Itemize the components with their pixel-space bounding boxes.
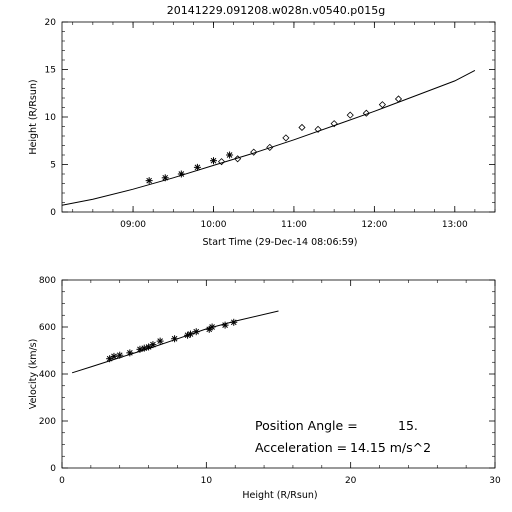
top-diamond-point: [217, 158, 226, 166]
top-diamond-point: [314, 125, 322, 133]
chart-title: 20141229.091208.w028n.v0540.p015g: [167, 4, 385, 17]
bottom-star-point: [186, 330, 194, 338]
top-star-point: [177, 170, 185, 178]
bottom-star-point: [192, 328, 200, 336]
bottom-x-axis-label: Height (R/Rsun): [242, 490, 317, 501]
top-x-tick-label: 10:00: [201, 220, 227, 230]
top-diamond-point: [346, 111, 354, 119]
top-y-tick-label: 10: [45, 113, 57, 123]
top-star-point: [226, 151, 234, 159]
top-diamond-point: [234, 155, 242, 163]
top-x-tick-label: 09:00: [120, 220, 146, 230]
top-x-tick-label: 13:00: [442, 220, 468, 230]
top-star-point: [193, 163, 201, 171]
top-x-ticks: 09:00 10:00 11:00 12:00 13:00: [72, 22, 496, 230]
top-diamond-point: [330, 120, 338, 128]
top-diamond-point: [282, 134, 290, 142]
bottom-y-tick-label: 600: [39, 323, 56, 333]
top-diamond-point: [378, 101, 386, 109]
top-star-point: [145, 177, 153, 185]
bottom-y-tick-label: 800: [39, 276, 56, 286]
bottom-star-point: [110, 352, 118, 360]
position-angle-value: 15.: [398, 418, 418, 433]
bottom-y-tick-label: 400: [39, 370, 56, 380]
bottom-x-tick-label: 0: [59, 476, 65, 486]
top-y-tick-label: 0: [50, 208, 56, 218]
bottom-star-point: [230, 318, 238, 326]
bottom-x-tick-label: 10: [201, 476, 213, 486]
bottom-star-point: [116, 351, 124, 359]
top-diamond-point: [362, 109, 370, 117]
top-diamond-point: [298, 123, 306, 132]
bottom-star-point: [221, 321, 229, 329]
velocity-height-chart: 0 10 20 30 0 200 400 600 800 Height (R/Rsun) Ve…: [28, 276, 501, 501]
height-time-chart: 20141229.091208.w028n.v0540.p015g 09:00 1…: [28, 4, 496, 248]
bottom-star-point: [156, 337, 164, 345]
bottom-y-axis-label: Velocity (km/s): [28, 339, 39, 410]
bottom-x-ticks: 0 10 20 30: [59, 280, 501, 486]
top-y-tick-label: 5: [50, 161, 56, 171]
top-y-tick-label: 20: [45, 18, 57, 28]
bottom-star-point: [149, 341, 157, 349]
bottom-y-ticks: 0 200 400 600 800: [39, 276, 495, 474]
bottom-x-tick-label: 30: [489, 476, 501, 486]
bottom-data-points: [106, 318, 238, 363]
top-diamond-point: [394, 95, 403, 103]
acceleration-label: Acceleration =: [255, 440, 347, 455]
top-star-point: [161, 174, 169, 182]
top-y-ticks: 0 5 10 15 20: [45, 18, 495, 218]
top-fit-line: [61, 69, 476, 206]
bottom-star-point: [171, 335, 179, 343]
bottom-y-tick-label: 0: [50, 464, 56, 474]
bottom-star-point: [126, 349, 134, 357]
top-y-tick-label: 15: [45, 66, 56, 76]
top-diamond-point: [250, 148, 258, 156]
bottom-x-tick-label: 20: [345, 476, 357, 486]
bottom-star-point: [145, 343, 153, 351]
acceleration-value: 14.15 m/s^2: [350, 440, 431, 455]
top-x-axis-label: Start Time (29-Dec-14 08:06:59): [202, 237, 357, 248]
bottom-star-point: [208, 323, 216, 331]
top-diamond-point: [266, 143, 274, 151]
bottom-y-tick-label: 200: [39, 417, 56, 427]
top-x-tick-label: 12:00: [361, 220, 387, 230]
top-star-point: [209, 157, 217, 165]
top-x-tick-label: 11:00: [281, 220, 307, 230]
top-data-points: [145, 95, 403, 185]
top-y-axis-label: Height (R/Rsun): [28, 79, 39, 154]
position-angle-label: Position Angle =: [255, 418, 358, 433]
